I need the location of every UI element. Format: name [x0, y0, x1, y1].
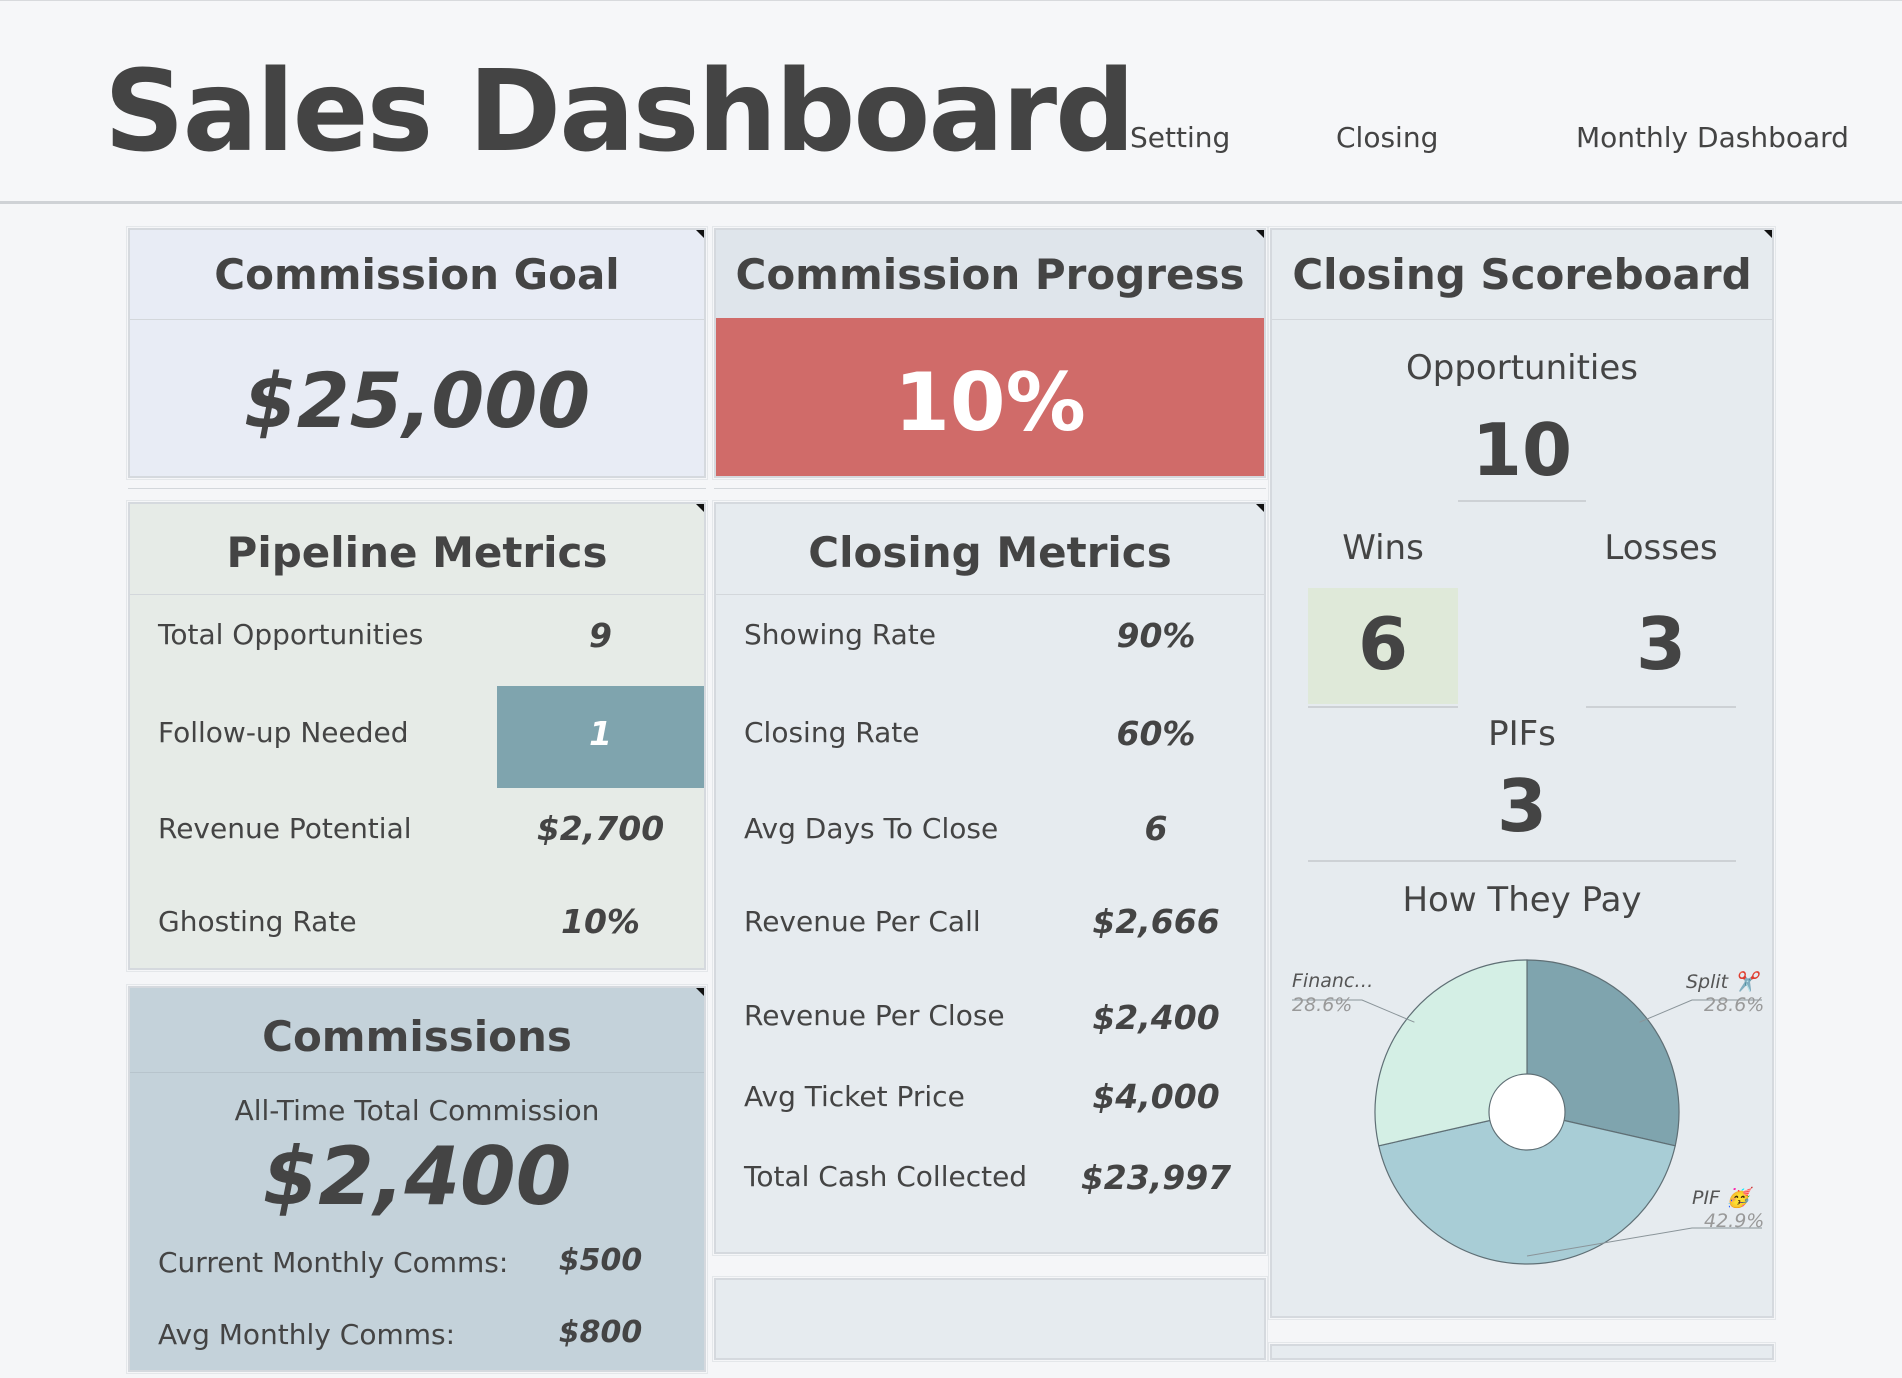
current-monthly-comms-label: Current Monthly Comms: [158, 1246, 509, 1279]
commissions-title: Commissions [262, 1012, 572, 1061]
pie-label-split-pct: 28.6% [1704, 994, 1765, 1016]
closing-row-label: Avg Days To Close [744, 812, 999, 845]
pie-slice [1378, 1111, 1676, 1265]
closing-row-value: $2,666 [1092, 902, 1220, 941]
underline [1586, 706, 1736, 708]
pie-slice [1526, 959, 1680, 1147]
nav-link-closing[interactable]: Closing [1336, 121, 1439, 154]
wins-highlight [1308, 588, 1458, 704]
panel-corner-marker [1256, 504, 1264, 512]
losses-label: Losses [1604, 528, 1718, 568]
closing-row-value: 6 [1144, 809, 1168, 848]
panel-corner-marker [696, 230, 704, 238]
closing-row-label: Avg Ticket Price [744, 1080, 965, 1113]
commission-goal-value: $25,000 [243, 356, 591, 445]
empty-panel [1268, 1342, 1776, 1362]
commission-progress-fill [716, 318, 1264, 476]
closing-row-label: Closing Rate [744, 716, 920, 749]
pie-label-pif-pct: 42.9% [1704, 1210, 1765, 1232]
closing-row-label: Revenue Per Call [744, 905, 981, 938]
underline [1308, 706, 1458, 708]
commission-goal-panel: Commission Goal $25,000 [126, 226, 708, 480]
alltime-commission-label: All-Time Total Commission [234, 1094, 600, 1127]
panel-corner-marker [1256, 230, 1264, 238]
pie-label-financ: Financ… [1292, 970, 1374, 992]
pipeline-row-label: Follow-up Needed [158, 716, 409, 749]
section-divider [128, 488, 706, 489]
commission-goal-title: Commission Goal [214, 250, 620, 299]
pie-chart-title: How They Pay [1402, 880, 1642, 920]
follow-up-highlight [497, 686, 704, 788]
closing-metrics-panel: Closing Metrics Showing Rate 90% Closing… [712, 500, 1268, 1256]
commission-progress-panel: Commission Progress 10% [712, 226, 1268, 480]
closing-metrics-title: Closing Metrics [808, 528, 1172, 577]
pipeline-row-label: Revenue Potential [158, 812, 412, 845]
closing-row-value: 60% [1116, 714, 1196, 753]
underline [1458, 500, 1586, 502]
pie-leader-line [1526, 1227, 1762, 1257]
pie-label-financ-pct: 28.6% [1292, 994, 1353, 1016]
pipeline-row-value: 10% [561, 902, 640, 941]
panel-divider [130, 1072, 704, 1073]
panel-divider [716, 594, 1264, 595]
pipeline-row-label: Ghosting Rate [158, 905, 357, 938]
pie-label-split: Split ✂️ [1686, 971, 1758, 993]
wins-label: Wins [1342, 528, 1424, 568]
closing-scoreboard-title: Closing Scoreboard [1292, 250, 1752, 299]
closing-row-value: $23,997 [1080, 1158, 1232, 1197]
section-divider [714, 488, 1266, 489]
pie-leader-line [1639, 999, 1762, 1023]
opportunities-value: 10 [1471, 408, 1573, 492]
pie-center-hole [1488, 1073, 1566, 1151]
pifs-value: 3 [1496, 764, 1548, 848]
panel-divider [130, 319, 704, 320]
header-bar: Sales Dashboard Setting Closing Monthly … [0, 0, 1902, 204]
avg-monthly-comms-value: $800 [558, 1315, 643, 1350]
closing-row-value: 90% [1116, 616, 1196, 655]
panel-divider [130, 594, 704, 595]
pie-leader-line [1292, 999, 1415, 1023]
commissions-panel: Commissions All-Time Total Commission $2… [126, 984, 708, 1374]
panel-divider [1272, 319, 1772, 320]
closing-row-value: $4,000 [1092, 1077, 1220, 1116]
pifs-label: PIFs [1488, 714, 1556, 754]
pipeline-metrics-title: Pipeline Metrics [226, 528, 608, 577]
pie-label-pif: PIF 🥳 [1692, 1187, 1750, 1209]
opportunities-label: Opportunities [1406, 348, 1638, 388]
pipeline-row-value: 9 [589, 616, 612, 655]
pipeline-metrics-panel: Pipeline Metrics Total Opportunities 9 F… [126, 500, 708, 972]
alltime-commission-value: $2,400 [262, 1130, 572, 1223]
commission-progress-title: Commission Progress [735, 250, 1245, 299]
closing-scoreboard-panel: Closing Scoreboard Opportunities 10 Wins… [1268, 226, 1776, 1320]
losses-value: 3 [1635, 602, 1687, 686]
closing-row-value: $2,400 [1092, 998, 1220, 1037]
panel-corner-marker [696, 988, 704, 996]
how-they-pay-pie-chart [1292, 959, 1762, 1265]
closing-row-label: Revenue Per Close [744, 999, 1005, 1032]
commission-progress-value: 10% [894, 356, 1086, 449]
closing-row-label: Total Cash Collected [744, 1160, 1028, 1193]
nav-link-monthly-dashboard[interactable]: Monthly Dashboard [1576, 121, 1849, 154]
pipeline-row-value: 1 [589, 714, 612, 753]
panel-corner-marker [1764, 230, 1772, 238]
current-monthly-comms-value: $500 [558, 1243, 643, 1278]
wins-value: 6 [1357, 602, 1409, 686]
empty-panel [712, 1276, 1268, 1362]
closing-row-label: Showing Rate [744, 618, 936, 651]
pie-slice [1374, 959, 1528, 1147]
underline [1308, 860, 1736, 862]
page-title: Sales Dashboard [104, 47, 1135, 177]
pipeline-row-label: Total Opportunities [158, 618, 424, 651]
nav-link-setting[interactable]: Setting [1130, 121, 1231, 154]
pipeline-row-value: $2,700 [536, 809, 665, 848]
avg-monthly-comms-label: Avg Monthly Comms: [158, 1318, 456, 1351]
panel-corner-marker [696, 504, 704, 512]
